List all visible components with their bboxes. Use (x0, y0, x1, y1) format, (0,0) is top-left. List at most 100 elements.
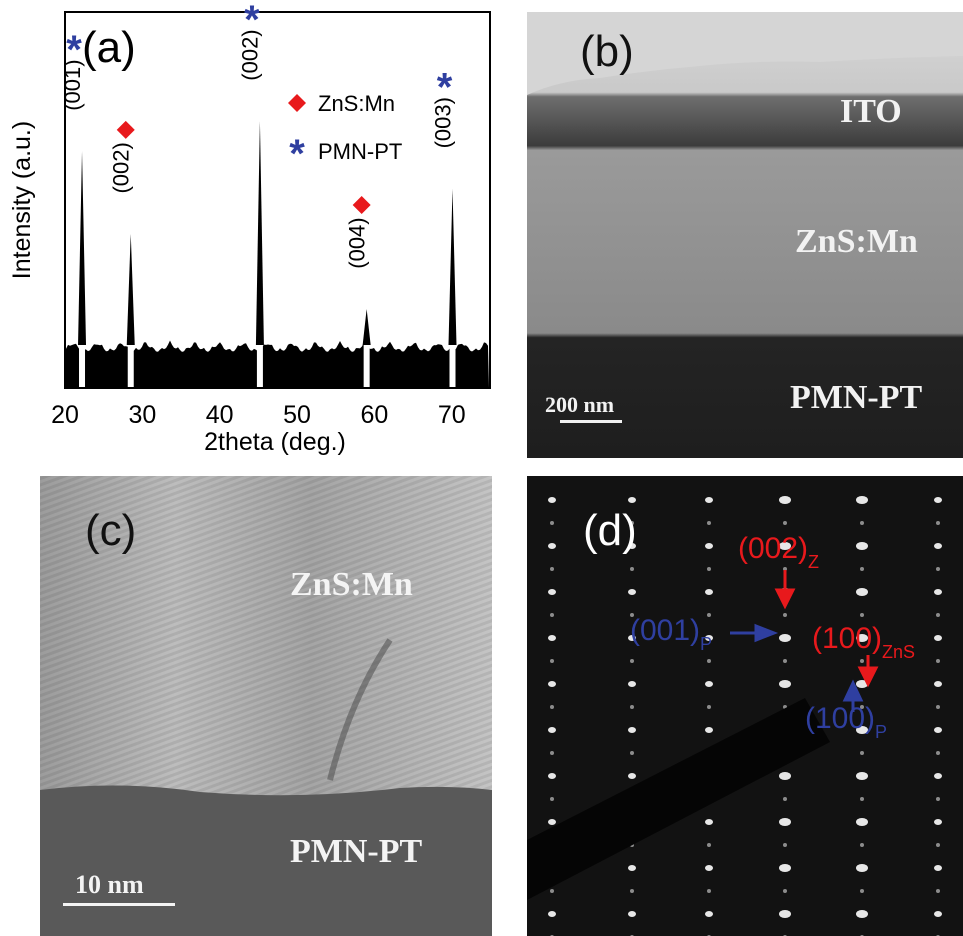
diffraction-spot (630, 705, 634, 709)
diffraction-spot (860, 843, 864, 847)
x-tick-label: 30 (128, 401, 156, 429)
panel-label: (a) (82, 23, 136, 72)
diffraction-spot (779, 910, 791, 918)
peak-marker (117, 121, 135, 139)
peak (256, 121, 264, 345)
diffraction-spot (550, 613, 554, 617)
peak (127, 234, 135, 345)
hrtem-panel-c: (c) ZnS:Mn PMN-PT 10 nm (40, 476, 492, 936)
diffraction-spot (783, 843, 787, 847)
diffraction-spot (860, 613, 864, 617)
diffraction-spot (936, 613, 940, 617)
diffraction-spot (628, 865, 636, 871)
diffraction-spot (934, 865, 942, 871)
diffraction-spot (860, 751, 864, 755)
diffraction-spot (628, 589, 636, 595)
diffraction-spot (783, 521, 787, 525)
diffraction-spot (548, 635, 556, 641)
diffraction-spot (934, 497, 942, 503)
diffraction-spot (783, 797, 787, 801)
figure: (a) 2theta (deg.) Intensity (a.u.) 20304… (0, 0, 963, 936)
legend-label: ZnS:Mn (318, 91, 395, 116)
panel-label: (c) (85, 506, 136, 555)
panel-label: (d) (583, 506, 637, 555)
peak-gap (128, 345, 134, 387)
diffraction-spot (856, 772, 868, 780)
diffraction-spot (705, 681, 713, 687)
diffraction-spot (548, 727, 556, 733)
x-tick-label: 50 (283, 401, 311, 429)
diffraction-spot (548, 773, 556, 779)
diffraction-panel-d: (d) (002)Z (001)P (100)ZnS (100)P (527, 476, 963, 936)
peak (78, 151, 86, 345)
diffraction-spot (630, 751, 634, 755)
peak-gap (364, 345, 370, 387)
tem-panel-b: (b) ITO ZnS:Mn PMN-PT 200 nm (527, 12, 963, 458)
diffraction-spot (934, 543, 942, 549)
diffraction-spot (779, 818, 791, 826)
diffraction-spot (707, 705, 711, 709)
diffraction-spot (779, 680, 791, 688)
diffraction-spot (779, 634, 791, 642)
diffraction-spot (630, 659, 634, 663)
diffraction-spot (705, 727, 713, 733)
layer-label: PMN-PT (290, 833, 423, 870)
diffraction-spot (707, 521, 711, 525)
diffraction-spot (550, 889, 554, 893)
diffraction-spot (860, 659, 864, 663)
diffraction-spot (628, 911, 636, 917)
diffraction-spot (707, 613, 711, 617)
diffraction-spot (628, 681, 636, 687)
legend-label: PMN-PT (318, 139, 402, 164)
peak-gap (79, 345, 85, 387)
diffraction-spot (630, 567, 634, 571)
peak-label: (002) (109, 142, 134, 193)
scale-bar-label: 200 nm (545, 392, 614, 417)
diffraction-spot (936, 797, 940, 801)
diffraction-spot (628, 773, 636, 779)
peak-marker: * (437, 66, 453, 110)
diffraction-spot (628, 727, 636, 733)
diffraction-spot (936, 843, 940, 847)
diffraction-spot (779, 496, 791, 504)
diffraction-spot (856, 496, 868, 504)
diffraction-spot (550, 567, 554, 571)
diffraction-spot (550, 797, 554, 801)
diffraction-spot (934, 911, 942, 917)
diffraction-spot (705, 911, 713, 917)
diffraction-spot (936, 659, 940, 663)
diffraction-spot (628, 497, 636, 503)
peak (449, 189, 457, 345)
diffraction-spot (783, 659, 787, 663)
diffraction-spot (630, 889, 634, 893)
diffraction-spot (934, 681, 942, 687)
diffraction-spot (856, 588, 868, 596)
y-axis-label: Intensity (a.u.) (8, 121, 36, 279)
diffraction-spot (856, 864, 868, 872)
legend-marker: * (289, 132, 305, 176)
layer-label: ITO (840, 93, 902, 130)
diffraction-spot (550, 521, 554, 525)
diffraction-spot (856, 818, 868, 826)
diffraction-spot (860, 567, 864, 571)
diffraction-spot (707, 567, 711, 571)
diffraction-spot (705, 865, 713, 871)
scale-bar (63, 903, 175, 906)
diffraction-spot (934, 819, 942, 825)
diffraction-spot (707, 843, 711, 847)
diffraction-spot (707, 659, 711, 663)
diffraction-spot (548, 589, 556, 595)
xrd-panel: (a) 2theta (deg.) Intensity (a.u.) 20304… (8, 0, 490, 456)
diffraction-spot (934, 773, 942, 779)
peak-gap (257, 345, 263, 387)
x-tick-label: 60 (360, 401, 388, 429)
diffraction-spot (779, 772, 791, 780)
peak (363, 309, 371, 345)
diffraction-spot (705, 589, 713, 595)
layer-label: ZnS:Mn (290, 566, 413, 603)
diffraction-spot (856, 542, 868, 550)
diffraction-spot (936, 521, 940, 525)
diffraction-spot (934, 727, 942, 733)
peak-label: (004) (344, 217, 369, 268)
x-axis-label: 2theta (deg.) (204, 428, 346, 456)
